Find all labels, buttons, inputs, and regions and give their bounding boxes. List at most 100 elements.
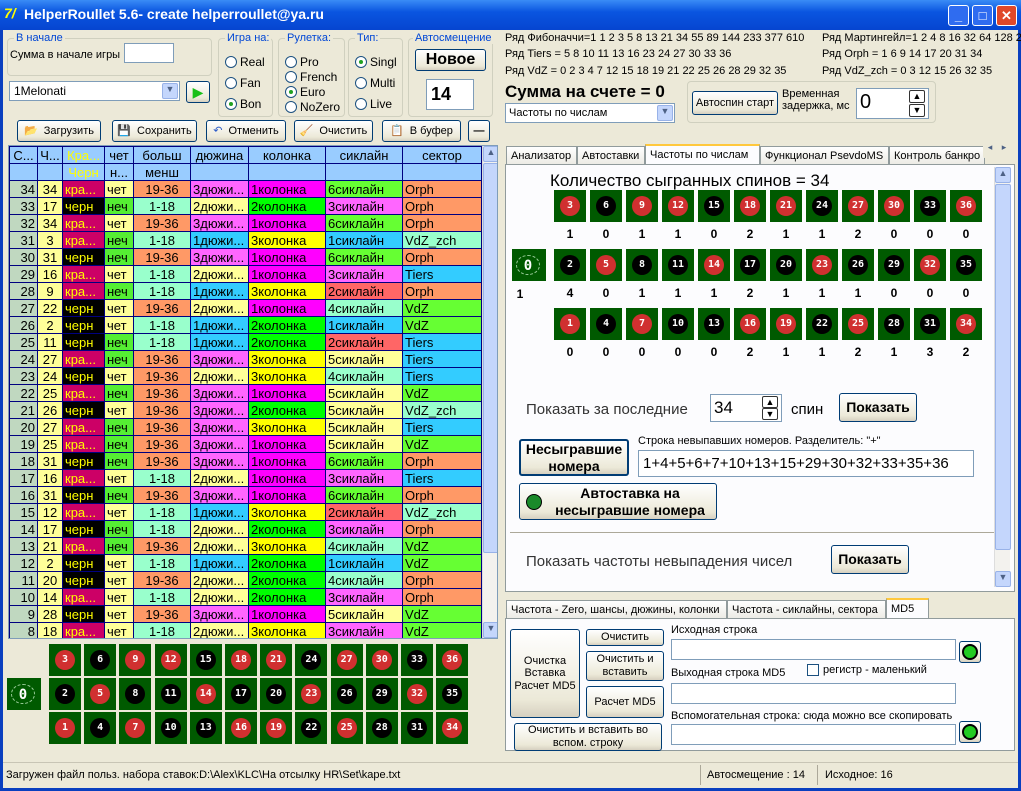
table-row[interactable]: 16 31 черн неч 19-36 3дюжи... 1колонка 6сиклайн… (9, 486, 482, 504)
number-cell-12[interactable]: 12 (154, 644, 187, 676)
number-cell-29[interactable]: 29 (878, 249, 910, 281)
number-cell-11[interactable]: 11 (154, 678, 187, 710)
column-header[interactable]: дюжина (190, 146, 249, 164)
number-cell-36[interactable]: 36 (950, 190, 982, 222)
table-row[interactable]: 9 28 черн чет 19-36 3дюжи... 1колонка 5сиклайн V… (9, 605, 482, 623)
md5-clear-button[interactable]: Очистить (586, 629, 664, 646)
number-cell-24[interactable]: 24 (806, 190, 838, 222)
number-cell-26[interactable]: 26 (842, 249, 874, 281)
table-row[interactable]: 8 18 кра... чет 1-18 2дюжи... 3колонка 3сиклайн… (9, 622, 482, 638)
table-row[interactable]: 27 22 черн чет 19-36 2дюжи... 1колонка 4сиклайн… (9, 299, 482, 317)
view-select[interactable]: Частоты по числам ▼ (505, 103, 675, 123)
clear-button[interactable]: 🧹 Очистить (294, 120, 373, 142)
copy-button[interactable]: 📋 В буфер (382, 120, 461, 142)
radio-live[interactable]: Live (355, 97, 392, 111)
number-cell-27[interactable]: 27 (330, 644, 363, 676)
table-row[interactable]: 10 14 кра... чет 1-18 2дюжи... 2колонка 3сиклай… (9, 588, 482, 606)
scroll-thumb[interactable] (483, 163, 497, 553)
table-row[interactable]: 11 20 черн чет 19-36 2дюжи... 2колонка 4сиклайн… (9, 571, 482, 589)
spin-up-icon[interactable]: ▲ (909, 90, 925, 103)
tab-1[interactable]: Автоставки (577, 146, 645, 164)
number-cell-28[interactable]: 28 (365, 712, 398, 744)
table-row[interactable]: 33 17 черн неч 1-18 2дюжи... 2колонка 3сиклайн O… (9, 197, 482, 215)
chevron-down-icon[interactable]: ▼ (657, 105, 673, 121)
number-cell-20[interactable]: 20 (260, 678, 293, 710)
autoshift-value[interactable]: 14 (426, 79, 474, 110)
number-cell-27[interactable]: 27 (842, 190, 874, 222)
close-button[interactable]: ✕ (996, 5, 1017, 26)
number-cell-7[interactable]: 7 (626, 308, 658, 340)
table-row[interactable]: 14 17 черн неч 1-18 2дюжи... 2колонка 3сиклайн O… (9, 520, 482, 538)
number-cell-13[interactable]: 13 (698, 308, 730, 340)
number-cell-36[interactable]: 36 (436, 644, 469, 676)
number-cell-4[interactable]: 4 (590, 308, 622, 340)
tab-4[interactable]: Контроль банкро (889, 146, 985, 164)
number-cell-11[interactable]: 11 (662, 249, 694, 281)
number-cell-12[interactable]: 12 (662, 190, 694, 222)
table-row[interactable]: 21 26 черн чет 19-36 3дюжи... 2колонка 5сиклайн… (9, 401, 482, 419)
unplayed-numbers-button[interactable]: Несыгравшие номера (519, 439, 629, 476)
tab-3[interactable]: Функционал PsevdoMS (760, 146, 889, 164)
tab-scroll-right-icon[interactable]: ▸ (997, 142, 1011, 158)
tab-0[interactable]: Анализатор (506, 146, 577, 164)
output-input[interactable] (671, 683, 956, 704)
undo-button[interactable]: ↶ Отменить (206, 120, 286, 142)
tab-0[interactable]: Частота - Zero, шансы, дюжины, колонки (506, 600, 727, 618)
number-cell-9[interactable]: 9 (626, 190, 658, 222)
number-cell-3[interactable]: 3 (554, 190, 586, 222)
number-cell-30[interactable]: 30 (365, 644, 398, 676)
number-cell-26[interactable]: 26 (330, 678, 363, 710)
number-cell-29[interactable]: 29 (365, 678, 398, 710)
delay-input[interactable]: 0 ▲ ▼ (856, 88, 929, 119)
table-row[interactable]: 12 2 черн чет 1-18 1дюжи... 2колонка 1сиклайн Vd… (9, 554, 482, 572)
number-cell-10[interactable]: 10 (662, 308, 694, 340)
number-cell-10[interactable]: 10 (154, 712, 187, 744)
column-header[interactable] (190, 163, 249, 181)
table-row[interactable]: 25 11 черн неч 1-18 1дюжи... 2колонка 2сиклайн T… (9, 333, 482, 351)
number-cell-30[interactable]: 30 (878, 190, 910, 222)
load-button[interactable]: 📂 Загрузить (17, 120, 101, 142)
md5-calc-button[interactable]: Расчет MD5 (586, 686, 664, 718)
number-cell-22[interactable]: 22 (806, 308, 838, 340)
number-cell-23[interactable]: 23 (806, 249, 838, 281)
nonappear-show-button[interactable]: Показать (831, 545, 909, 574)
tab-scroll-left-icon[interactable]: ◂ (983, 142, 997, 158)
panel-scrollbar[interactable]: ▲ ▼ (994, 167, 1011, 587)
number-cell-9[interactable]: 9 (119, 644, 152, 676)
scroll-down-icon[interactable]: ▼ (483, 622, 497, 638)
md5-compute-icon-button[interactable] (959, 641, 981, 663)
play-button[interactable]: ▶ (186, 81, 210, 103)
number-cell-13[interactable]: 13 (189, 712, 222, 744)
number-cell-8[interactable]: 8 (119, 678, 152, 710)
number-cell-25[interactable]: 25 (330, 712, 363, 744)
md5-aux-icon-button[interactable] (959, 721, 981, 743)
number-cell-14[interactable]: 14 (698, 249, 730, 281)
column-header[interactable] (248, 163, 326, 181)
table-row[interactable]: 30 31 черн неч 19-36 3дюжи... 1колонка 6сиклайн… (9, 248, 482, 266)
scroll-up-icon[interactable]: ▲ (995, 167, 1011, 183)
number-cell-16[interactable]: 16 (225, 712, 257, 744)
number-cell-8[interactable]: 8 (626, 249, 658, 281)
minus-button[interactable]: — (468, 120, 490, 142)
number-cell-25[interactable]: 25 (842, 308, 874, 340)
table-row[interactable]: 28 9 кра... неч 1-18 1дюжи... 3колонка 2сиклайн… (9, 282, 482, 300)
source-input[interactable] (671, 639, 956, 660)
column-header[interactable]: н... (104, 163, 134, 181)
table-row[interactable]: 31 3 кра... неч 1-18 1дюжи... 3колонка 1сиклайн… (9, 231, 482, 249)
number-cell-1[interactable]: 1 (554, 308, 586, 340)
number-cell-2[interactable]: 2 (554, 249, 586, 281)
maximize-button[interactable]: □ (972, 5, 993, 26)
radio-nozero[interactable]: NoZero (285, 100, 340, 114)
radio-euro[interactable]: Euro (285, 85, 325, 99)
number-cell-19[interactable]: 19 (770, 308, 802, 340)
scroll-down-icon[interactable]: ▼ (995, 571, 1011, 587)
number-cell-31[interactable]: 31 (401, 712, 433, 744)
table-row[interactable]: 29 16 кра... чет 1-18 2дюжи... 1колонка 3сиклай… (9, 265, 482, 283)
profile-select[interactable]: 1Melonati ▼ (9, 81, 180, 101)
show-button[interactable]: Показать (839, 393, 917, 422)
number-cell-6[interactable]: 6 (590, 190, 622, 222)
number-cell-33[interactable]: 33 (401, 644, 433, 676)
table-row[interactable]: 23 24 черн чет 19-36 2дюжи... 3колонка 4сиклайн… (9, 367, 482, 385)
unplayed-input[interactable]: 1+4+5+6+7+10+13+15+29+30+32+33+35+36 (638, 450, 974, 477)
number-cell-35[interactable]: 35 (950, 249, 982, 281)
